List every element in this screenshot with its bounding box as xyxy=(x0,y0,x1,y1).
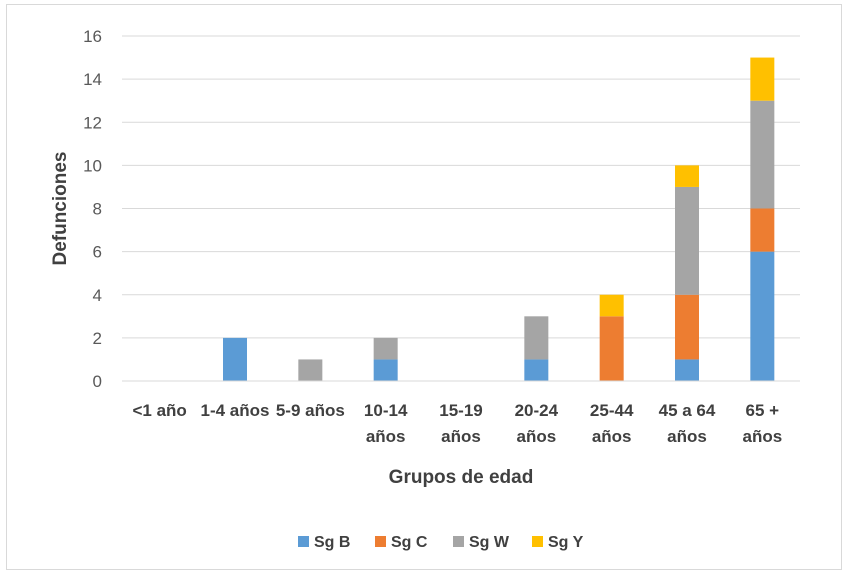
chart-frame xyxy=(6,4,842,570)
x-category-label: años xyxy=(441,427,481,446)
y-tick-label: 8 xyxy=(93,200,102,219)
x-category-label: años xyxy=(667,427,707,446)
bar-segment-sg-b xyxy=(750,251,775,381)
y-tick-label: 16 xyxy=(83,27,102,46)
bar-segment-sg-y xyxy=(599,294,624,317)
x-category-label: 5-9 años xyxy=(276,401,345,420)
y-tick-label: 4 xyxy=(93,286,102,305)
y-tick-label: 0 xyxy=(93,372,102,391)
y-tick-label: 10 xyxy=(83,156,102,175)
y-axis-title: Defunciones xyxy=(50,151,71,265)
legend-swatch xyxy=(532,536,543,547)
legend-swatch xyxy=(375,536,386,547)
x-category-label: 20-24 xyxy=(515,401,559,420)
bars xyxy=(223,57,775,381)
x-category-label: 65 + xyxy=(746,401,780,420)
x-category-label: 45 a 64 xyxy=(659,401,716,420)
bar-segment-sg-w xyxy=(373,337,398,360)
y-axis-ticks: 0 2 4 6 8 10 12 14 16 xyxy=(83,27,102,391)
legend-label: Sg B xyxy=(314,534,350,551)
bar-segment-sg-b xyxy=(223,337,247,381)
x-category-label: años xyxy=(516,427,556,446)
x-category-label: <1 año xyxy=(132,401,186,420)
x-category-label: años xyxy=(592,427,632,446)
x-category-label: 1-4 años xyxy=(201,401,270,420)
bar-segment-sg-c xyxy=(750,208,775,252)
y-tick-label: 12 xyxy=(83,113,102,132)
legend-label: Sg Y xyxy=(548,534,584,551)
x-axis-categories: <1 año 1-4 años 5-9 años 10-14 años 15-19 años… xyxy=(132,401,782,446)
bar-segment-sg-w xyxy=(675,186,699,295)
bar-segment-sg-b xyxy=(524,359,549,381)
bar-segment-sg-y xyxy=(750,57,775,101)
y-tick-label: 14 xyxy=(83,70,102,89)
x-axis-title: Grupos de edad xyxy=(389,467,534,488)
legend-label: Sg W xyxy=(469,534,510,551)
bar-segment-sg-y xyxy=(675,165,699,187)
bar-segment-sg-b xyxy=(373,359,398,381)
bar-segment-sg-w xyxy=(750,100,775,209)
bar-segment-sg-w xyxy=(298,359,323,381)
legend-swatch xyxy=(453,536,464,547)
legend-label: Sg C xyxy=(391,534,428,551)
bar-segment-sg-w xyxy=(524,316,549,360)
x-category-label: años xyxy=(742,427,782,446)
x-category-label: 15-19 xyxy=(439,401,482,420)
bar-segment-sg-c xyxy=(599,316,624,381)
legend: Sg B Sg C Sg W Sg Y xyxy=(298,534,584,551)
bar-segment-sg-c xyxy=(675,294,699,360)
x-category-label: 10-14 xyxy=(364,401,408,420)
x-category-label: 25-44 xyxy=(590,401,634,420)
legend-swatch xyxy=(298,536,309,547)
y-tick-label: 2 xyxy=(93,329,102,348)
y-tick-label: 6 xyxy=(93,243,102,262)
x-category-label: años xyxy=(366,427,406,446)
bar-segment-sg-b xyxy=(675,359,699,381)
